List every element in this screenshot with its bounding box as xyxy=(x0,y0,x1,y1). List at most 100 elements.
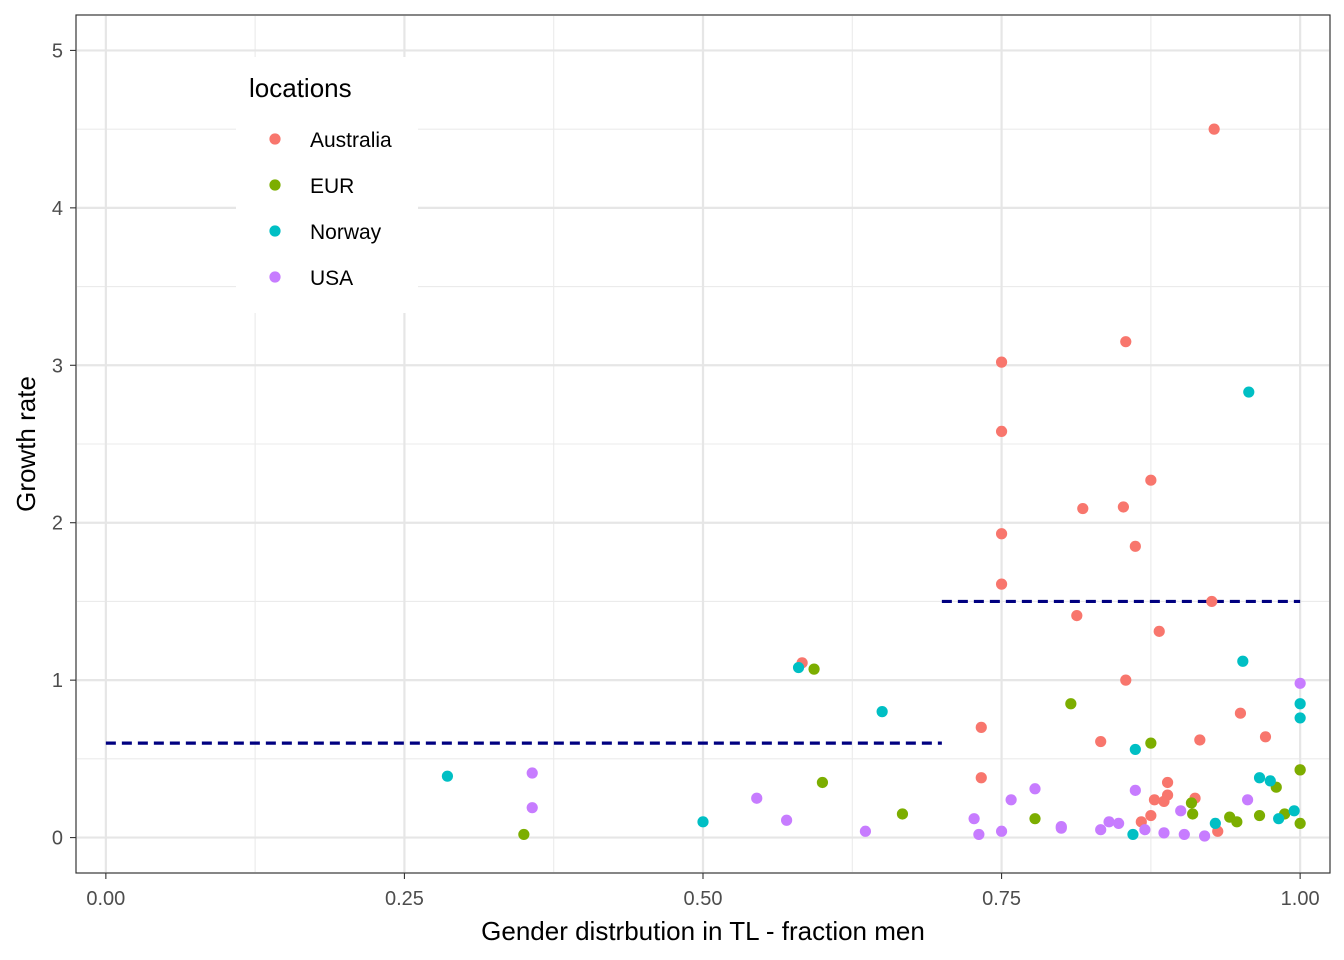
point-usa xyxy=(1113,817,1125,830)
point-australia xyxy=(995,356,1008,368)
point-usa xyxy=(1294,677,1306,689)
point-eur xyxy=(896,808,909,820)
legend-label-norway: Norway xyxy=(310,221,382,244)
point-usa xyxy=(1005,794,1017,806)
legend-key-norway xyxy=(269,225,281,237)
point-eur xyxy=(1065,698,1077,710)
x-tick-label: 0.75 xyxy=(982,888,1021,910)
point-usa xyxy=(1095,824,1107,836)
y-axis-title: Growth rate xyxy=(11,376,41,512)
y-tick-label: 5 xyxy=(52,40,63,62)
point-australia xyxy=(1161,776,1174,789)
point-australia xyxy=(975,772,987,784)
point-usa xyxy=(1029,783,1041,795)
y-tick-label: 0 xyxy=(52,828,63,850)
point-australia xyxy=(1117,501,1129,513)
y-axis-ticks: 0 1 2 3 4 5 xyxy=(52,40,76,850)
point-usa xyxy=(1199,830,1211,842)
x-axis-title: Gender distrbution in TL - fraction men xyxy=(481,916,925,946)
point-norway xyxy=(1243,386,1255,398)
point-eur xyxy=(1185,797,1198,809)
point-norway xyxy=(1127,828,1139,841)
point-usa xyxy=(526,802,538,814)
point-australia xyxy=(995,528,1008,540)
point-eur xyxy=(1145,737,1157,749)
point-norway xyxy=(1129,743,1141,756)
point-eur xyxy=(1253,809,1266,822)
point-australia xyxy=(995,425,1008,438)
point-usa xyxy=(526,767,538,779)
legend-key-usa xyxy=(269,271,281,283)
point-norway xyxy=(441,770,454,782)
point-usa xyxy=(1175,805,1187,817)
point-australia xyxy=(995,578,1008,590)
legend-items: Australia EUR Norway USA xyxy=(269,129,392,290)
point-australia xyxy=(1206,595,1218,608)
point-australia xyxy=(1234,707,1247,719)
legend: locations Australia EUR Norway USA xyxy=(236,57,418,313)
point-australia xyxy=(1208,123,1220,135)
x-tick-label: 0.50 xyxy=(684,888,723,910)
legend-label-eur: EUR xyxy=(310,175,354,198)
point-australia xyxy=(975,721,987,733)
point-australia xyxy=(1120,674,1132,686)
point-eur xyxy=(518,828,530,841)
point-australia xyxy=(1158,795,1170,807)
point-usa xyxy=(1129,784,1141,796)
point-eur xyxy=(816,776,829,789)
point-eur xyxy=(1187,808,1199,820)
point-norway xyxy=(1209,817,1221,830)
point-norway xyxy=(1264,775,1276,787)
point-usa xyxy=(1178,828,1190,841)
x-tick-label: 0.25 xyxy=(385,888,424,910)
point-usa xyxy=(1158,827,1170,839)
legend-key-eur xyxy=(269,179,281,191)
point-australia xyxy=(1120,336,1132,348)
y-tick-label: 4 xyxy=(52,198,63,220)
point-norway xyxy=(697,816,709,828)
legend-title: locations xyxy=(249,73,352,103)
point-australia xyxy=(1071,610,1083,622)
point-australia xyxy=(1194,734,1206,746)
point-norway xyxy=(876,706,888,718)
point-usa xyxy=(968,813,980,825)
y-tick-label: 2 xyxy=(52,513,63,535)
x-tick-label: 0.00 xyxy=(86,888,125,910)
y-tick-label: 1 xyxy=(52,670,63,692)
point-australia xyxy=(1129,540,1141,552)
point-usa xyxy=(995,825,1008,837)
point-norway xyxy=(1273,813,1285,825)
point-usa xyxy=(973,828,985,841)
point-eur xyxy=(1294,764,1306,776)
x-axis-ticks: 0.00 0.25 0.50 0.75 1.00 xyxy=(86,873,1320,910)
point-usa xyxy=(781,814,793,826)
point-australia xyxy=(1259,731,1272,743)
point-eur xyxy=(1231,816,1243,828)
reference-lines xyxy=(105,599,1301,745)
point-usa xyxy=(1055,822,1067,834)
point-norway xyxy=(1253,772,1266,784)
legend-key-australia xyxy=(269,133,281,145)
point-usa xyxy=(1139,824,1151,836)
point-australia xyxy=(1095,735,1107,748)
legend-label-australia: Australia xyxy=(310,129,392,152)
point-eur xyxy=(1294,817,1306,830)
legend-label-usa: USA xyxy=(310,267,353,290)
point-usa xyxy=(1103,816,1115,828)
data-points xyxy=(441,123,1306,842)
x-tick-label: 1.00 xyxy=(1281,888,1320,910)
point-australia xyxy=(1153,625,1165,637)
point-eur xyxy=(1029,813,1041,825)
point-norway xyxy=(1237,655,1249,667)
point-australia xyxy=(1145,474,1157,486)
point-australia xyxy=(1148,794,1161,806)
point-norway xyxy=(1294,712,1306,724)
point-norway xyxy=(792,661,805,674)
point-usa xyxy=(859,825,872,837)
point-australia xyxy=(1145,809,1157,822)
legend-background xyxy=(236,57,418,313)
point-norway xyxy=(1294,698,1306,710)
point-norway xyxy=(1288,805,1300,817)
y-tick-label: 3 xyxy=(52,355,63,377)
